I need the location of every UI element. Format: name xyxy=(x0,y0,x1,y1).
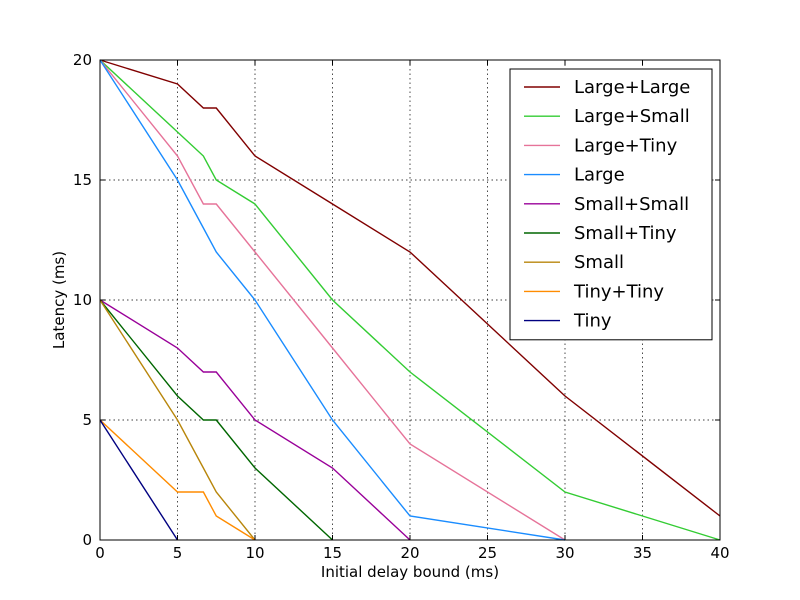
legend-label: Small xyxy=(574,252,624,273)
y-tick-label: 5 xyxy=(82,411,92,429)
y-tick-label: 10 xyxy=(73,291,92,309)
x-tick-label: 0 xyxy=(95,544,105,562)
legend-label: Large+Large xyxy=(574,77,690,98)
series-line-small-tiny xyxy=(99,299,333,541)
x-tick-label: 35 xyxy=(633,544,652,562)
legend-label: Tiny xyxy=(573,311,612,332)
series-line-large-tiny xyxy=(99,59,566,541)
x-tick-label: 10 xyxy=(245,544,264,562)
series-lines xyxy=(99,59,721,541)
series-line-large-large xyxy=(99,59,721,517)
y-tick-label: 15 xyxy=(73,171,92,189)
x-tick-label: 30 xyxy=(555,544,574,562)
legend: Large+Large Large+Small Large+Tiny Large Sma… xyxy=(509,68,713,341)
legend-label: Small+Small xyxy=(574,194,689,215)
series-line-small-small xyxy=(99,299,411,541)
series-line-tiny-tiny xyxy=(99,419,256,541)
legend-label: Tiny+Tiny xyxy=(573,281,664,302)
legend-label: Large+Small xyxy=(574,106,690,127)
axis-ticks: 0 5 10 15 20 25 30 35 40 0 5 10 15 20 xyxy=(73,51,730,562)
x-axis-label: Initial delay bound (ms) xyxy=(321,563,499,581)
x-tick-label: 40 xyxy=(710,544,729,562)
x-tick-label: 5 xyxy=(173,544,183,562)
y-tick-label: 20 xyxy=(73,51,92,69)
x-tick-label: 20 xyxy=(400,544,419,562)
series-line-large-small xyxy=(99,59,721,541)
series-line-tiny xyxy=(99,419,179,541)
legend-label: Small+Tiny xyxy=(574,223,677,244)
legend-label: Large+Tiny xyxy=(574,135,678,156)
x-tick-label: 15 xyxy=(323,544,342,562)
series-line-small xyxy=(99,299,256,541)
series-line-large xyxy=(99,59,566,541)
x-tick-label: 25 xyxy=(478,544,497,562)
y-axis-label: Latency (ms) xyxy=(50,251,68,349)
legend-label: Large xyxy=(574,165,625,186)
y-tick-label: 0 xyxy=(82,531,92,549)
